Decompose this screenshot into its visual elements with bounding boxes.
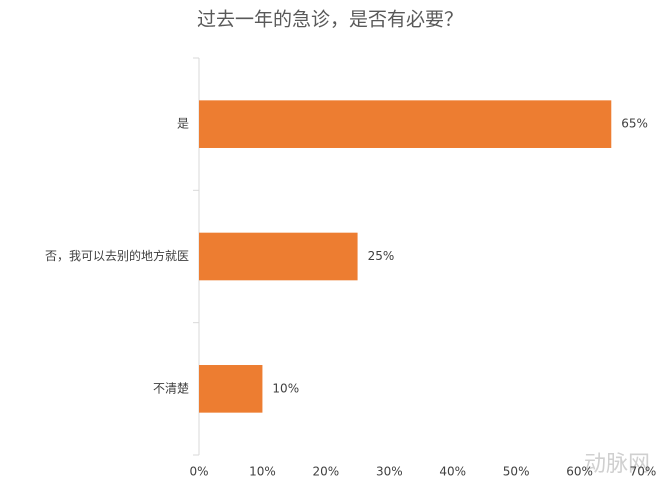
bar: [199, 232, 358, 281]
y-tick-label: 否，我可以去别的地方就医: [45, 248, 189, 263]
y-tick-label: 是: [177, 117, 189, 131]
x-tick-label: 40%: [439, 465, 466, 479]
value-label: 25%: [368, 249, 395, 263]
chart-title: 过去一年的急诊，是否有必要？: [197, 9, 463, 31]
x-tick-label: 60%: [566, 465, 593, 479]
watermark: 动脉网: [584, 452, 650, 477]
x-tick-label: 20%: [313, 465, 340, 479]
y-tick-label: 不清楚: [153, 381, 189, 395]
bar: [199, 100, 612, 148]
value-label: 10%: [272, 381, 299, 395]
x-tick-label: 0%: [189, 465, 208, 479]
x-tick-label: 70%: [630, 465, 657, 479]
x-tick-label: 30%: [376, 465, 403, 479]
bar: [199, 365, 263, 413]
x-tick-label: 50%: [503, 465, 530, 479]
x-tick-label: 10%: [249, 465, 276, 479]
value-label: 65%: [621, 117, 648, 131]
